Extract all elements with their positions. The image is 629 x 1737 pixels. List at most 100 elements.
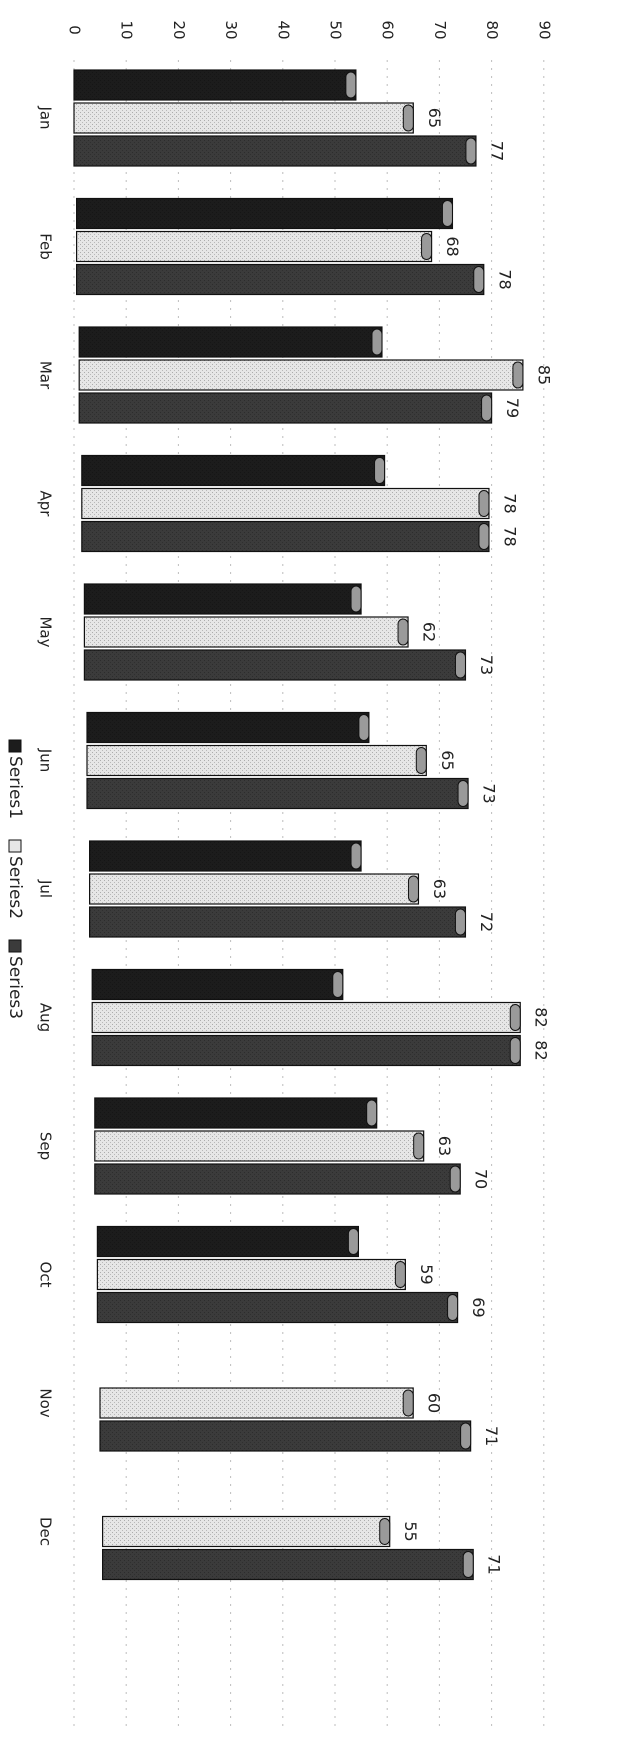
bar	[86, 744, 427, 777]
bar-texture	[81, 488, 489, 519]
bar	[101, 1515, 391, 1548]
bar	[101, 1548, 474, 1581]
bar-cap	[366, 1099, 378, 1127]
bar	[78, 326, 383, 358]
tick-label: 60	[379, 20, 397, 39]
data-label: 68	[443, 236, 462, 256]
bar-cap	[462, 1551, 474, 1578]
category-label: Mar	[37, 361, 55, 390]
bar-cap	[415, 747, 427, 774]
data-label: 77	[487, 141, 506, 161]
tick-label: 90	[535, 20, 553, 39]
bar	[88, 906, 467, 938]
bar	[83, 583, 362, 615]
bar	[81, 520, 490, 553]
bar-cap	[478, 490, 490, 517]
data-label: 73	[477, 655, 496, 675]
bar-texture	[76, 264, 484, 295]
bar-texture	[79, 327, 382, 357]
bar	[86, 711, 370, 744]
tick-label: 20	[170, 20, 188, 39]
bar	[81, 454, 386, 487]
bar-cap	[454, 651, 466, 679]
bar-cap	[379, 1518, 391, 1545]
bar-cap	[454, 908, 466, 936]
bar-cap	[345, 71, 357, 99]
data-label: 71	[485, 1554, 504, 1574]
bar	[75, 263, 485, 296]
category-label: Feb	[37, 233, 55, 260]
tick-label: 30	[222, 20, 240, 39]
legend-label: Series3	[5, 956, 25, 1019]
bar-cap	[447, 1294, 459, 1321]
bar-texture	[87, 712, 369, 743]
bar-cap	[371, 328, 383, 356]
data-label: 78	[500, 493, 519, 513]
data-label: 82	[532, 1040, 551, 1060]
bar-texture	[100, 1388, 414, 1418]
bar	[96, 1258, 406, 1291]
data-label: 82	[532, 1007, 551, 1027]
bar	[78, 359, 524, 391]
bar-texture	[92, 1035, 521, 1066]
data-label: 69	[469, 1297, 488, 1317]
data-label: 73	[480, 783, 499, 803]
bar	[75, 197, 454, 230]
bar	[94, 1130, 425, 1162]
bar-cap	[441, 200, 453, 227]
bar-cap	[332, 971, 344, 998]
data-label: 78	[495, 269, 514, 289]
bar-texture	[84, 650, 466, 680]
category-axis: Jan Feb Mar Apr May Jun Jul Aug Sep Oct Nov Dec	[37, 105, 55, 1546]
bar	[96, 1225, 360, 1258]
bar-cap	[350, 585, 362, 613]
legend-swatch	[8, 939, 22, 953]
bars: 65 77 68 78 85 79 78 78 62 73 65 73 63 72 82 82 63 70 59 69…	[73, 69, 553, 1581]
tick-label: 40	[274, 20, 292, 39]
tick-label: 70	[431, 20, 449, 39]
bar-texture	[84, 617, 409, 647]
data-label: 65	[438, 750, 457, 770]
bar-cap	[478, 523, 490, 550]
category-label: May	[37, 616, 55, 647]
bar-texture	[79, 393, 492, 423]
legend-label: Series2	[5, 856, 25, 919]
bar-cap	[421, 233, 433, 260]
bar-cap	[402, 1389, 414, 1417]
category-label: Aug	[37, 1003, 55, 1032]
category-label: Jun	[37, 748, 55, 772]
bar	[94, 1097, 378, 1129]
bar-cap	[374, 457, 386, 484]
value-axis: 0 10 20 30 40 50 60 70 80 90	[66, 20, 554, 39]
bar-texture	[89, 874, 419, 904]
data-label: 62	[420, 622, 439, 642]
bar-texture	[97, 1292, 458, 1323]
category-label: Jul	[37, 879, 55, 898]
bar	[83, 616, 409, 648]
bar-texture	[74, 103, 414, 133]
bar	[75, 230, 433, 263]
bar-texture	[89, 841, 362, 871]
bar-texture	[84, 584, 362, 614]
category-label: Sep	[37, 1132, 55, 1160]
bar-cap	[457, 780, 469, 807]
bar	[86, 777, 469, 810]
bar	[94, 1163, 461, 1195]
legend: Series1 Series2 Series3	[5, 739, 25, 1019]
legend-item: Series1	[5, 739, 25, 819]
bar	[99, 1387, 414, 1419]
bar-texture	[97, 1259, 406, 1290]
bar-texture	[81, 455, 385, 486]
bar-cap	[465, 137, 477, 165]
data-label: 55	[401, 1521, 420, 1541]
tick-label: 80	[483, 20, 501, 39]
bar-cap	[413, 1132, 425, 1160]
bar-texture	[76, 198, 453, 229]
bar	[73, 135, 477, 167]
data-label: 70	[472, 1169, 491, 1189]
data-label: 78	[500, 526, 519, 546]
bar-texture	[94, 1131, 424, 1161]
legend-label: Series1	[5, 756, 25, 819]
bar-texture	[89, 907, 466, 937]
